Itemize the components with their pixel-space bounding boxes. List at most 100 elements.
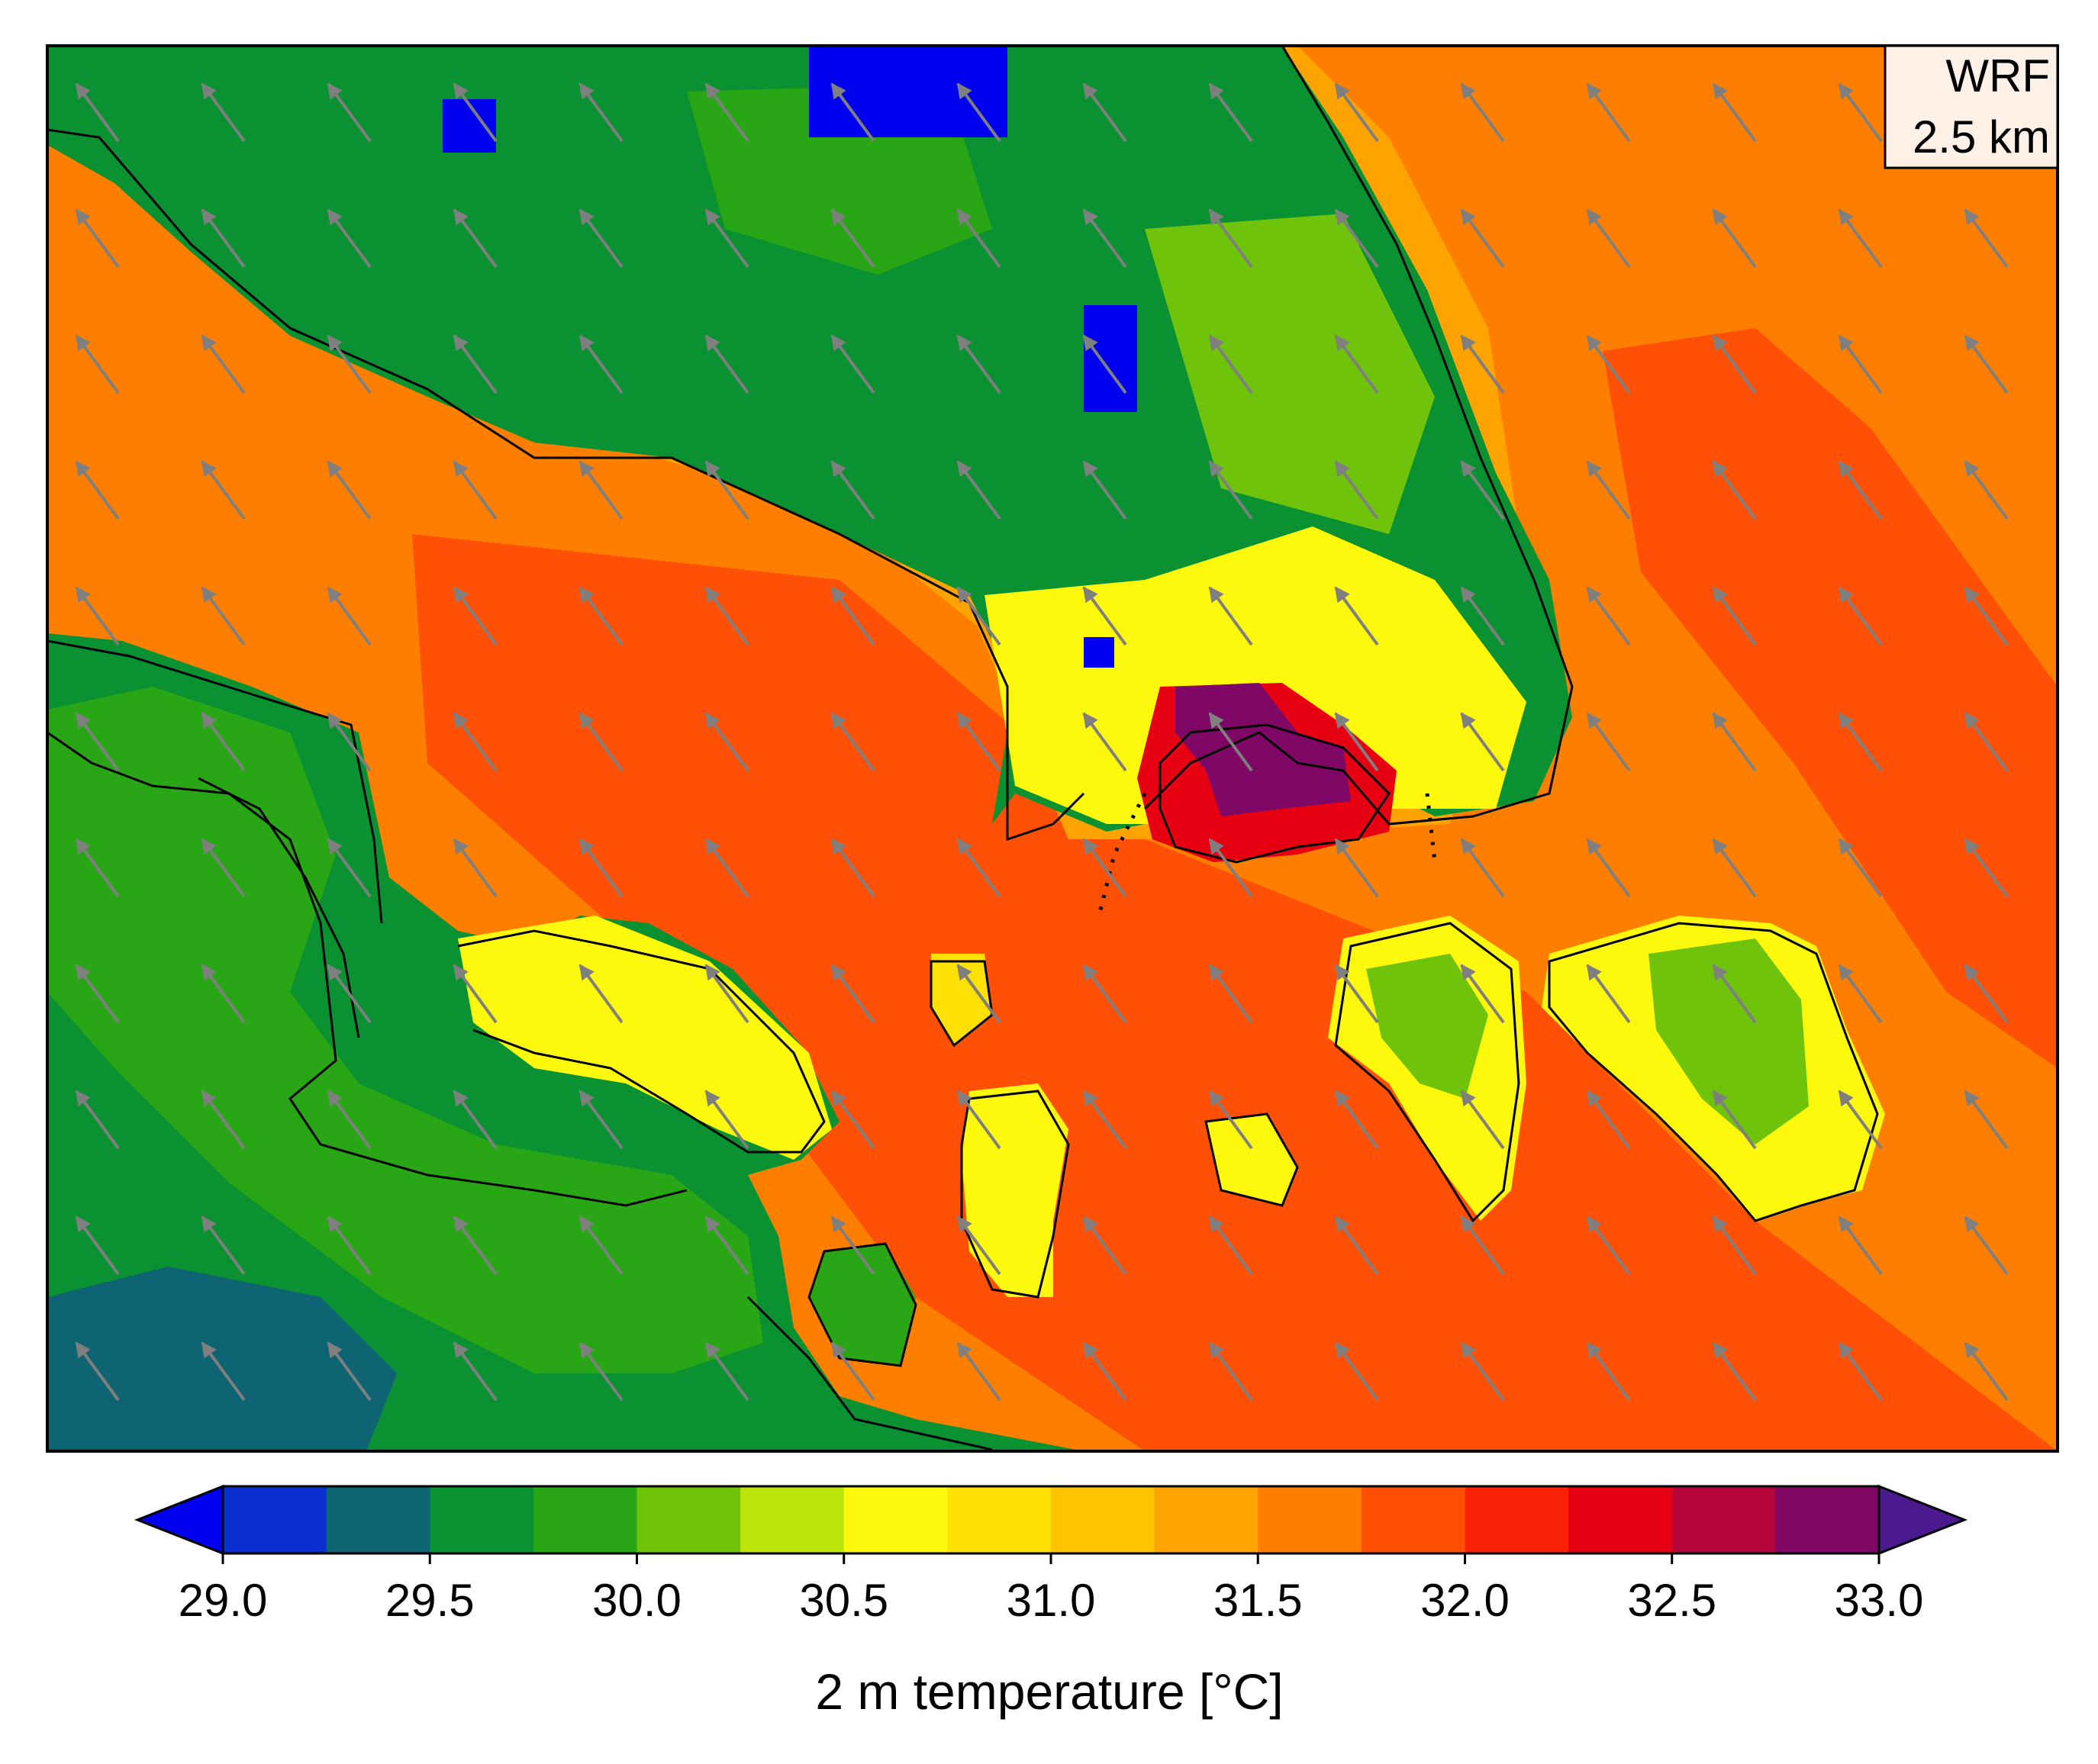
wind-arrow	[956, 82, 1001, 143]
wind-arrow	[1712, 82, 1757, 143]
model-label-box: WRF 2.5 km	[1884, 44, 2059, 169]
colorbar-tick-label: 29.5	[385, 1575, 475, 1626]
wind-arrow	[1082, 82, 1127, 143]
maritime-boundary	[1097, 792, 1437, 916]
wind-arrow	[1838, 208, 1883, 269]
wind-arrow	[1082, 208, 1127, 269]
colorbar-tick-label: 32.5	[1627, 1575, 1716, 1626]
wind-arrow	[1586, 82, 1631, 143]
wind-arrow	[1208, 838, 1253, 898]
wind-arrow	[704, 460, 749, 520]
wind-arrow	[704, 1090, 749, 1150]
wind-arrow	[956, 334, 1001, 394]
wind-arrow	[1712, 1341, 1757, 1402]
wind-arrow	[956, 1215, 1001, 1276]
wind-arrow	[1082, 460, 1127, 520]
wind-arrow	[1712, 1215, 1757, 1276]
wind-arrow	[75, 1215, 120, 1276]
wind-arrow	[1208, 460, 1253, 520]
wind-arrow	[704, 838, 749, 898]
model-name-label: WRF	[1945, 50, 2050, 101]
wind-arrow	[578, 1215, 624, 1276]
wind-arrow	[704, 82, 749, 143]
map-frame	[46, 44, 2059, 1453]
wind-arrow	[75, 838, 120, 898]
wind-arrow	[1964, 964, 2009, 1024]
wind-arrow	[1208, 334, 1253, 394]
strait-warm-band	[412, 534, 2058, 1451]
wind-arrow	[453, 1090, 498, 1150]
wind-arrow	[1838, 712, 1883, 772]
wind-arrow	[1712, 586, 1757, 646]
wind-arrow	[956, 460, 1001, 520]
wind-arrow	[1082, 1341, 1127, 1402]
southwest-inland-green	[47, 687, 763, 1373]
wind-arrow	[327, 838, 372, 898]
southwest-dark-patch	[47, 1267, 397, 1451]
colorbar-under-extension	[134, 1484, 224, 1556]
southeast-island-green	[1648, 938, 1809, 1144]
wind-arrow	[201, 964, 246, 1024]
wind-arrow	[1838, 334, 1883, 394]
wind-arrow	[327, 82, 372, 143]
mid-island	[962, 1083, 1068, 1297]
wind-arrow	[201, 460, 246, 520]
north-land-inland-yellow	[985, 526, 1526, 824]
wind-arrow	[1208, 712, 1253, 772]
wind-arrow	[327, 586, 372, 646]
colorbar-tick-label: 32.0	[1420, 1575, 1510, 1626]
small-island-b	[1206, 1114, 1297, 1206]
wind-arrow	[453, 334, 498, 394]
colorbar-tick-label: 29.0	[179, 1575, 268, 1626]
wind-arrow	[453, 1341, 498, 1402]
wind-arrow	[704, 334, 749, 394]
wind-arrow	[956, 1090, 1001, 1150]
wind-arrow	[1712, 208, 1757, 269]
wind-arrow	[1586, 208, 1631, 269]
wind-arrow	[1964, 1215, 2009, 1276]
wind-arrow	[453, 82, 498, 143]
wind-arrow	[1334, 586, 1379, 646]
wind-arrow	[1838, 838, 1883, 898]
wind-arrow	[327, 460, 372, 520]
wind-arrow	[1208, 964, 1253, 1024]
wind-arrow	[1586, 460, 1631, 520]
wind-arrow	[956, 712, 1001, 772]
wind-arrow	[1586, 838, 1631, 898]
wind-arrow	[1460, 460, 1505, 520]
wind-arrow	[1334, 712, 1379, 772]
wind-arrow	[1334, 838, 1379, 898]
wind-arrow	[1712, 964, 1757, 1024]
colorbar-swatch	[1775, 1486, 1880, 1553]
wind-arrow	[1460, 208, 1505, 269]
wind-arrow	[1586, 586, 1631, 646]
wind-arrow	[1964, 460, 2009, 520]
wind-arrow	[1964, 334, 2009, 394]
wind-arrow	[327, 334, 372, 394]
colorbar-tick-label: 30.0	[592, 1575, 682, 1626]
wind-arrow	[327, 712, 372, 772]
wind-arrow	[201, 1215, 246, 1276]
colorbar-tick-label: 31.0	[1007, 1575, 1096, 1626]
wind-arrow	[704, 1341, 749, 1402]
lake-2	[1084, 305, 1137, 412]
wind-arrow	[453, 964, 498, 1024]
wind-arrow	[830, 964, 875, 1024]
wind-arrow	[1460, 1090, 1505, 1150]
wind-arrow	[578, 334, 624, 394]
wind-arrow	[1082, 964, 1127, 1024]
wind-arrow	[830, 1090, 875, 1150]
wind-arrow	[956, 208, 1001, 269]
colorbar-swatch	[1258, 1486, 1362, 1553]
colorbar-swatch	[1568, 1486, 1673, 1553]
wind-arrow	[327, 1090, 372, 1150]
colorbar-swatch	[843, 1486, 948, 1553]
wind-arrow	[75, 460, 120, 520]
wind-arrow	[704, 208, 749, 269]
colorbar-swatch	[326, 1486, 430, 1553]
wind-arrow	[1586, 964, 1631, 1024]
wind-arrow	[578, 586, 624, 646]
wind-arrow	[1334, 964, 1379, 1024]
lake-4	[1084, 637, 1114, 668]
wind-arrow	[1208, 1341, 1253, 1402]
